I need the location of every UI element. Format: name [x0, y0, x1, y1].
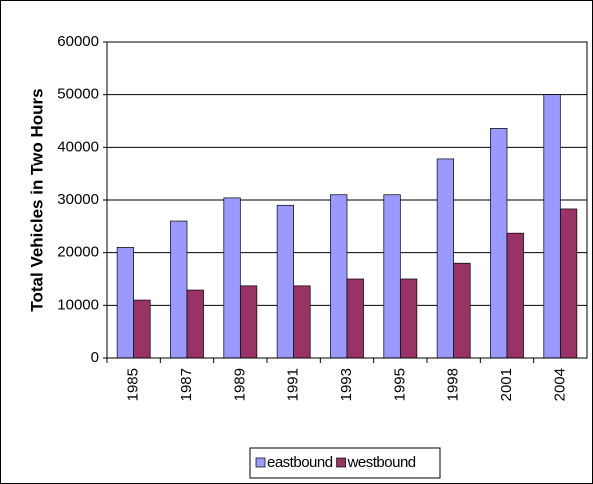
- bar: [453, 262, 471, 359]
- x-tick-label: 1991: [285, 368, 302, 401]
- bar: [559, 208, 578, 359]
- legend-label: westbound: [347, 454, 416, 471]
- bar: [543, 94, 561, 359]
- y-tick-label: 40000: [57, 138, 99, 155]
- bar: [239, 285, 258, 359]
- bar: [170, 220, 188, 359]
- x-tick-label: 1985: [125, 368, 142, 401]
- x-tick-label: 2001: [498, 368, 515, 401]
- bar: [116, 247, 135, 359]
- bar: [223, 197, 241, 359]
- y-tick-label: 60000: [57, 33, 99, 50]
- y-tick-label: 20000: [57, 244, 99, 261]
- x-tick-label: 1995: [391, 368, 408, 401]
- bar: [293, 285, 311, 359]
- x-tick-label: 1993: [338, 368, 355, 401]
- legend-swatch: [336, 457, 346, 468]
- bar: [436, 158, 455, 359]
- x-tick-label: 2004: [551, 368, 568, 401]
- bar: [346, 278, 364, 359]
- bar: [330, 194, 348, 359]
- bar: [490, 128, 508, 359]
- bar: [399, 278, 418, 359]
- bar: [383, 194, 401, 359]
- y-tick-label: 50000: [57, 86, 99, 103]
- bar: [186, 289, 204, 359]
- x-tick-label: 1987: [178, 368, 195, 401]
- y-tick-label: 30000: [57, 191, 99, 208]
- bar: [506, 232, 524, 359]
- x-tick-label: 1989: [231, 368, 248, 401]
- bar: [276, 204, 295, 359]
- y-tick-label: 10000: [57, 296, 99, 313]
- y-tick-label: 0: [91, 349, 99, 366]
- legend-label: eastbound: [267, 454, 333, 471]
- legend-swatch: [255, 457, 266, 468]
- x-tick-label: 1998: [445, 368, 462, 401]
- y-axis-title: Total Vehicles in Two Hours: [27, 88, 46, 311]
- bar: [133, 299, 151, 359]
